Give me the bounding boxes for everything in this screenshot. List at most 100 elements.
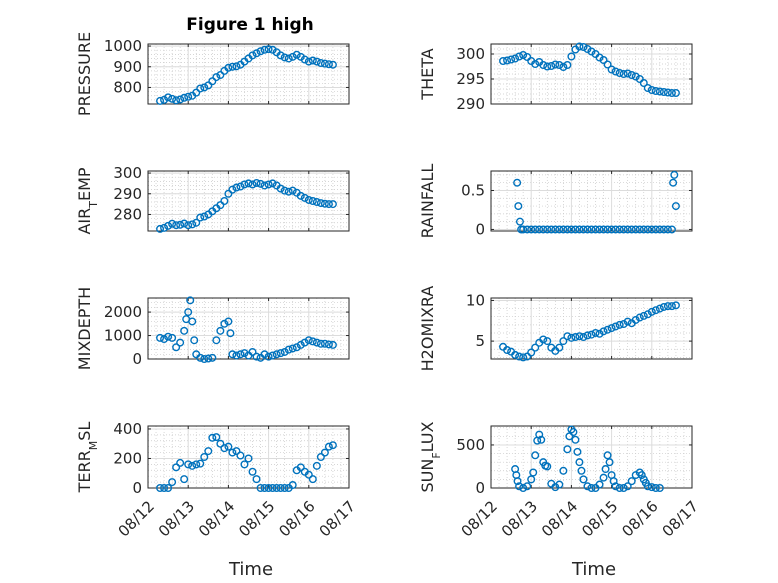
data-point — [304, 195, 313, 204]
data-point — [264, 45, 273, 54]
data-point — [529, 468, 538, 477]
data-point — [575, 225, 584, 234]
data-point — [607, 65, 616, 74]
data-point — [288, 344, 297, 353]
y-axis-label: THETA — [418, 48, 437, 100]
data-point — [304, 470, 313, 479]
data-point — [160, 484, 169, 493]
data-point — [575, 332, 584, 341]
data-point — [563, 61, 572, 70]
data-point — [571, 333, 580, 342]
data-point — [320, 59, 329, 68]
data-point — [240, 460, 249, 469]
data-point — [196, 353, 205, 362]
data-point — [316, 59, 325, 68]
data-point — [212, 73, 221, 82]
data-point — [168, 219, 177, 228]
data-point — [519, 225, 528, 234]
subplot-3: 280 290 300 AIRTEMP — [75, 164, 350, 235]
data-point — [184, 460, 193, 469]
data-point — [623, 225, 632, 234]
data-point — [252, 49, 261, 58]
data-point — [583, 225, 592, 234]
data-point — [186, 296, 195, 305]
data-point — [220, 319, 229, 328]
data-point — [647, 483, 656, 492]
data-point — [623, 482, 632, 491]
data-point — [607, 225, 616, 234]
data-point — [559, 466, 568, 475]
data-point — [164, 93, 173, 102]
data-point — [611, 482, 620, 491]
data-point — [543, 337, 552, 346]
data-point — [276, 184, 285, 193]
y-axis-label-part: SUN — [418, 459, 437, 493]
data-point — [324, 340, 333, 349]
data-point — [248, 347, 257, 356]
y-tick-label: 800 — [113, 78, 142, 96]
y-axis-label-part: TERR — [75, 450, 94, 493]
data-point — [587, 484, 596, 493]
data-point — [587, 330, 596, 339]
data-point — [559, 337, 568, 346]
data-point — [651, 225, 660, 234]
data-point — [226, 329, 235, 338]
data-point — [635, 74, 644, 83]
data-point — [164, 484, 173, 493]
y-tick-label: 900 — [113, 58, 142, 76]
data-point — [232, 447, 241, 456]
data-point — [635, 313, 644, 322]
data-point — [180, 93, 189, 102]
data-point — [567, 225, 576, 234]
data-point — [312, 338, 321, 347]
data-point — [264, 484, 273, 493]
data-point — [236, 182, 245, 191]
data-point — [623, 69, 632, 78]
data-point — [280, 484, 289, 493]
data-point — [587, 225, 596, 234]
data-point — [324, 442, 333, 451]
y-tick-label: 0 — [475, 479, 485, 497]
data-point — [611, 225, 620, 234]
data-point — [276, 349, 285, 358]
data-point — [204, 354, 213, 363]
y-axis-label: AIRTEMP — [75, 167, 100, 234]
data-point — [216, 439, 225, 448]
data-point — [623, 317, 632, 326]
y-axis-label: MIXDEPTH — [75, 287, 94, 370]
data-point — [176, 458, 185, 467]
y-axis-label: PRESSURE — [75, 32, 94, 116]
data-point — [216, 201, 225, 210]
data-point — [619, 320, 628, 329]
y-tick-label: 2000 — [104, 303, 142, 321]
data-point — [603, 451, 612, 460]
data-point — [663, 88, 672, 97]
data-point — [236, 451, 245, 460]
y-tick-label: 295 — [456, 70, 485, 88]
data-point — [216, 71, 225, 80]
data-point — [671, 88, 680, 97]
data-point — [196, 84, 205, 93]
y-tick-label: 10 — [466, 291, 485, 309]
data-point — [324, 60, 333, 69]
data-point — [224, 189, 233, 198]
data-point — [296, 191, 305, 200]
data-point — [659, 87, 668, 96]
data-point — [539, 225, 548, 234]
y-axis-label: TERRMSL — [75, 422, 100, 494]
data-point — [655, 304, 664, 313]
data-point — [300, 193, 309, 202]
data-point — [499, 57, 508, 66]
y-tick-label: 290 — [456, 95, 485, 113]
data-point — [537, 435, 546, 444]
data-point — [252, 475, 261, 484]
data-point — [280, 53, 289, 62]
data-point — [555, 343, 564, 352]
data-point — [272, 350, 281, 359]
data-point — [619, 69, 628, 78]
data-point — [176, 338, 185, 347]
data-point — [204, 447, 213, 456]
data-point — [667, 225, 676, 234]
data-point — [514, 202, 523, 211]
data-point — [252, 178, 261, 187]
